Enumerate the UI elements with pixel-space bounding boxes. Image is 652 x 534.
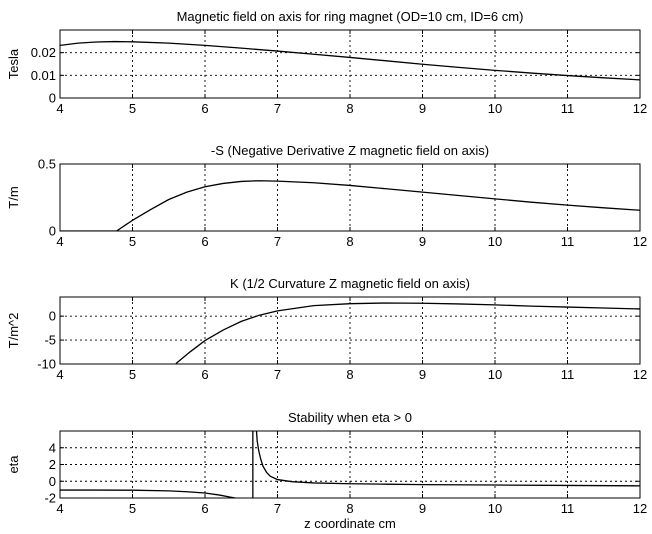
y-tick-label: 0: [49, 91, 56, 106]
x-tick-label: 11: [561, 501, 575, 516]
x-tick-label: 7: [274, 501, 281, 516]
x-tick-label: 8: [346, 101, 353, 116]
y-tick-label: 4: [49, 440, 56, 455]
plot-area-frame: [59, 296, 641, 365]
y-tick-label: 0: [49, 309, 56, 324]
y-tick-label: 0.02: [31, 45, 56, 60]
series-line: [60, 489, 236, 498]
x-tick-label: 8: [346, 501, 353, 516]
y-tick-label: 0.01: [31, 68, 56, 83]
x-tick-label: 9: [419, 501, 426, 516]
x-tick-label: 8: [346, 367, 353, 382]
chart-panel-2: -S (Negative Derivative Z magnetic field…: [6, 143, 647, 249]
x-tick-label: 10: [488, 367, 502, 382]
x-tick-label: 4: [56, 501, 63, 516]
x-axis-label: z coordinate cm: [304, 516, 396, 531]
x-tick-label: 10: [488, 101, 502, 116]
chart-panel-1: Magnetic field on axis for ring magnet (…: [6, 9, 647, 116]
chart-title: Stability when eta > 0: [288, 410, 412, 425]
series-line: [255, 431, 640, 487]
x-tick-label: 4: [56, 101, 63, 116]
y-axis-label: T/m^2: [6, 313, 21, 349]
x-tick-label: 12: [633, 234, 647, 249]
x-tick-label: 6: [201, 501, 208, 516]
chart-title: K (1/2 Curvature Z magnetic field on axi…: [230, 276, 470, 291]
plot-area-frame: [59, 430, 641, 499]
x-tick-label: 9: [419, 367, 426, 382]
y-tick-label: 0: [49, 474, 56, 489]
y-tick-label: -10: [37, 357, 56, 372]
x-tick-label: 7: [274, 234, 281, 249]
x-tick-label: 7: [274, 367, 281, 382]
x-tick-label: 5: [129, 367, 136, 382]
x-tick-label: 10: [488, 501, 502, 516]
y-axis-label: eta: [6, 455, 21, 474]
series-line: [60, 40, 640, 81]
y-tick-label: 0.5: [38, 157, 56, 172]
x-tick-label: 11: [561, 367, 575, 382]
x-tick-label: 11: [561, 101, 575, 116]
x-tick-label: 6: [201, 101, 208, 116]
x-tick-label: 12: [633, 101, 647, 116]
chart-panel-4: Stability when eta > 0 4 5 6 7 8 9 10 11 12 -2 0 2 4 e…: [6, 410, 647, 531]
series-line: [60, 180, 640, 231]
chart-panel-3: K (1/2 Curvature Z magnetic field on axi…: [6, 276, 647, 382]
y-axis-label: T/m: [6, 186, 21, 208]
x-tick-label: 11: [561, 234, 575, 249]
x-tick-label: 7: [274, 101, 281, 116]
y-tick-label: -2: [44, 491, 56, 506]
x-tick-label: 12: [633, 367, 647, 382]
y-tick-label: 2: [49, 457, 56, 472]
x-tick-label: 10: [488, 234, 502, 249]
chart-title: -S (Negative Derivative Z magnetic field…: [211, 143, 489, 158]
chart-panels: Magnetic field on axis for ring magnet (…: [6, 9, 647, 531]
x-tick-label: 5: [129, 501, 136, 516]
x-tick-label: 6: [201, 367, 208, 382]
x-tick-label: 5: [129, 234, 136, 249]
x-tick-label: 4: [56, 234, 63, 249]
x-tick-label: 5: [129, 101, 136, 116]
y-tick-label: 0: [49, 224, 56, 239]
x-tick-label: 6: [201, 234, 208, 249]
plot-area-frame: [59, 163, 641, 232]
series-line: [175, 302, 640, 364]
x-tick-label: 9: [419, 234, 426, 249]
x-tick-label: 8: [346, 234, 353, 249]
x-tick-label: 12: [633, 501, 647, 516]
y-tick-label: -5: [44, 333, 56, 348]
x-tick-label: 9: [419, 101, 426, 116]
y-axis-label: Tesla: [6, 48, 21, 79]
plot-area-frame: [59, 29, 641, 99]
x-tick-label: 4: [56, 367, 63, 382]
chart-title: Magnetic field on axis for ring magnet (…: [177, 9, 524, 24]
